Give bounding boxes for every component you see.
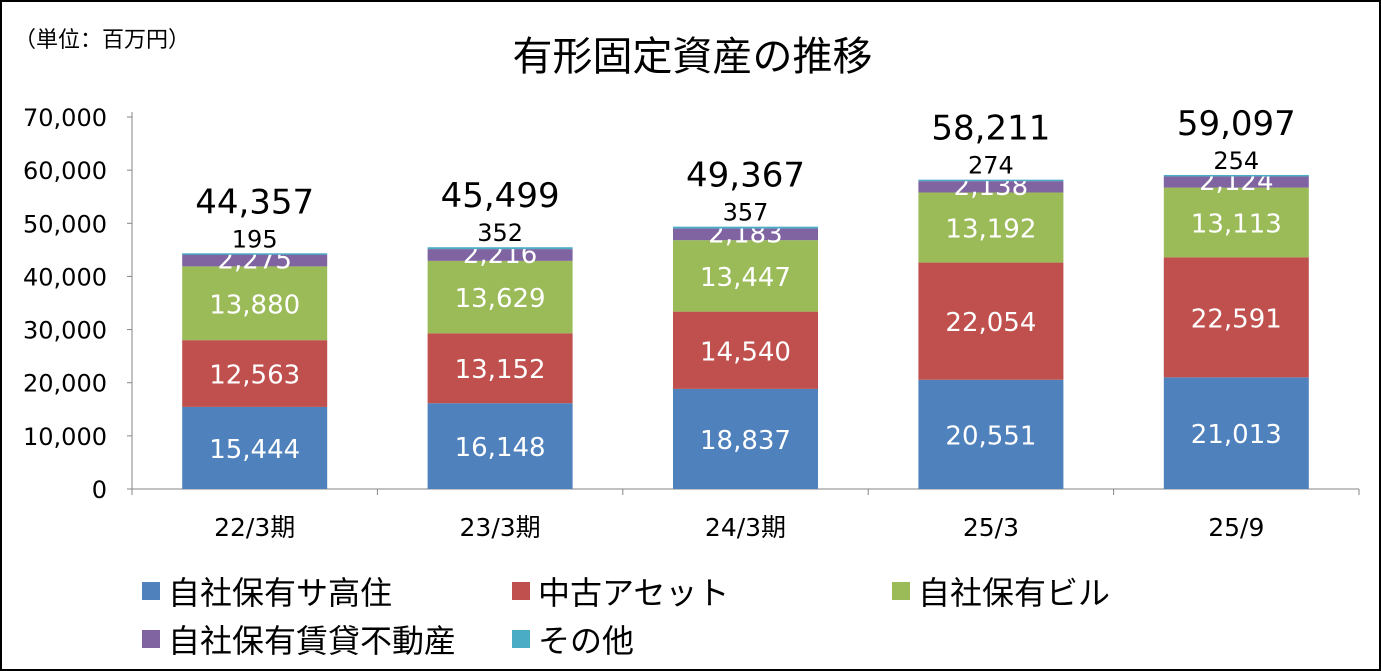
bar-0-4 xyxy=(1163,377,1309,489)
data-label: 14,540 xyxy=(700,337,791,367)
data-label-other: 195 xyxy=(232,225,278,253)
legend-item: 自社保有サ高住 xyxy=(142,568,392,614)
bar-3-3 xyxy=(918,181,1064,193)
legend-swatch xyxy=(892,582,910,600)
y-tick-label: 40,000 xyxy=(23,263,107,291)
plot-area: 0 10,000 20,000 30,000 40,000 50,000 60,000 70,… xyxy=(23,104,1360,542)
data-label: 2,183 xyxy=(708,219,782,249)
data-label: 13,880 xyxy=(209,290,300,320)
total-label: 58,211 xyxy=(931,109,1050,149)
bar-0-1 xyxy=(427,403,573,489)
data-label: 13,113 xyxy=(1191,209,1282,239)
data-label: 2,124 xyxy=(1199,167,1273,197)
data-label: 22,054 xyxy=(945,308,1036,338)
legend-item: 自社保有ビル xyxy=(892,568,1110,614)
y-tick-label: 60,000 xyxy=(23,157,107,185)
data-label: 16,148 xyxy=(455,433,546,463)
bar-4-3 xyxy=(918,179,1064,182)
chart-title: 有形固定資産の推移 xyxy=(512,34,873,80)
data-label: 15,444 xyxy=(209,435,300,465)
y-tick-label: 50,000 xyxy=(23,210,107,238)
bar-3-1 xyxy=(427,249,573,261)
total-label: 49,367 xyxy=(686,156,805,196)
bar-1-4 xyxy=(1163,257,1309,378)
bar-4-0 xyxy=(182,253,328,255)
y-tick-label: 30,000 xyxy=(23,317,107,345)
bar-1-3 xyxy=(918,262,1064,380)
x-tick-label: 25/3 xyxy=(963,513,1019,542)
x-tick-label: 23/3期 xyxy=(460,513,541,542)
bar-2-4 xyxy=(1163,187,1309,258)
bar-2-3 xyxy=(918,192,1064,263)
data-label: 21,013 xyxy=(1191,420,1282,450)
bar-3-2 xyxy=(673,228,818,241)
data-label: 20,551 xyxy=(945,421,1036,451)
data-label: 2,138 xyxy=(954,172,1028,202)
legend-label: その他 xyxy=(538,622,635,660)
total-label: 44,357 xyxy=(195,182,314,222)
bar-1-0 xyxy=(182,340,328,407)
data-label: 13,152 xyxy=(455,355,546,385)
bar-1-2 xyxy=(673,311,818,389)
legend-item: その他 xyxy=(512,616,634,662)
data-label: 12,563 xyxy=(209,361,300,391)
data-label: 2,216 xyxy=(463,240,537,270)
legend-swatch xyxy=(142,630,160,648)
total-label: 59,097 xyxy=(1177,104,1296,144)
y-tick-label: 20,000 xyxy=(23,370,107,398)
x-tick-label: 25/9 xyxy=(1208,513,1264,542)
legend-swatch xyxy=(142,582,160,600)
bar-2-0 xyxy=(182,266,328,341)
y-tick-label: 0 xyxy=(92,476,107,504)
legend-label: 自社保有ビル xyxy=(918,574,1111,612)
y-tick-label: 70,000 xyxy=(23,104,107,132)
bar-4-2 xyxy=(673,226,818,229)
legend-label: 自社保有賃貸不動産 xyxy=(168,622,457,660)
bar-3-4 xyxy=(1163,176,1309,188)
data-label-other: 352 xyxy=(477,219,523,247)
x-tick-label: 22/3期 xyxy=(214,513,295,542)
bar-2-2 xyxy=(673,240,818,312)
legend-swatch xyxy=(512,582,530,600)
legend-label: 自社保有サ高住 xyxy=(168,574,393,612)
bar-3-0 xyxy=(182,254,328,267)
data-label: 22,591 xyxy=(1191,304,1282,334)
bar-1-1 xyxy=(427,333,573,404)
data-label: 2,275 xyxy=(217,245,291,275)
x-tick-label: 24/3期 xyxy=(705,513,786,542)
bar-4-4 xyxy=(1163,174,1309,177)
legend-item: 自社保有賃貸不動産 xyxy=(142,616,456,662)
data-label: 13,447 xyxy=(700,263,791,293)
data-label-other: 274 xyxy=(968,152,1014,180)
data-label-other: 357 xyxy=(723,199,769,227)
data-label-other: 254 xyxy=(1213,147,1259,175)
bar-0-2 xyxy=(673,388,818,489)
bar-4-1 xyxy=(427,247,573,250)
legend-label: 中古アセット xyxy=(538,574,730,612)
total-label: 45,499 xyxy=(441,176,560,216)
data-label: 13,629 xyxy=(455,284,546,314)
data-label: 18,837 xyxy=(700,426,791,456)
data-label: 13,192 xyxy=(945,215,1036,245)
bar-0-3 xyxy=(918,379,1064,489)
bar-2-1 xyxy=(427,260,573,334)
y-tick-label: 10,000 xyxy=(23,423,107,451)
legend-swatch xyxy=(512,630,530,648)
legend-item: 中古アセット xyxy=(512,568,729,614)
unit-label: （単位：百万円） xyxy=(14,28,191,53)
bar-0-0 xyxy=(182,406,328,489)
